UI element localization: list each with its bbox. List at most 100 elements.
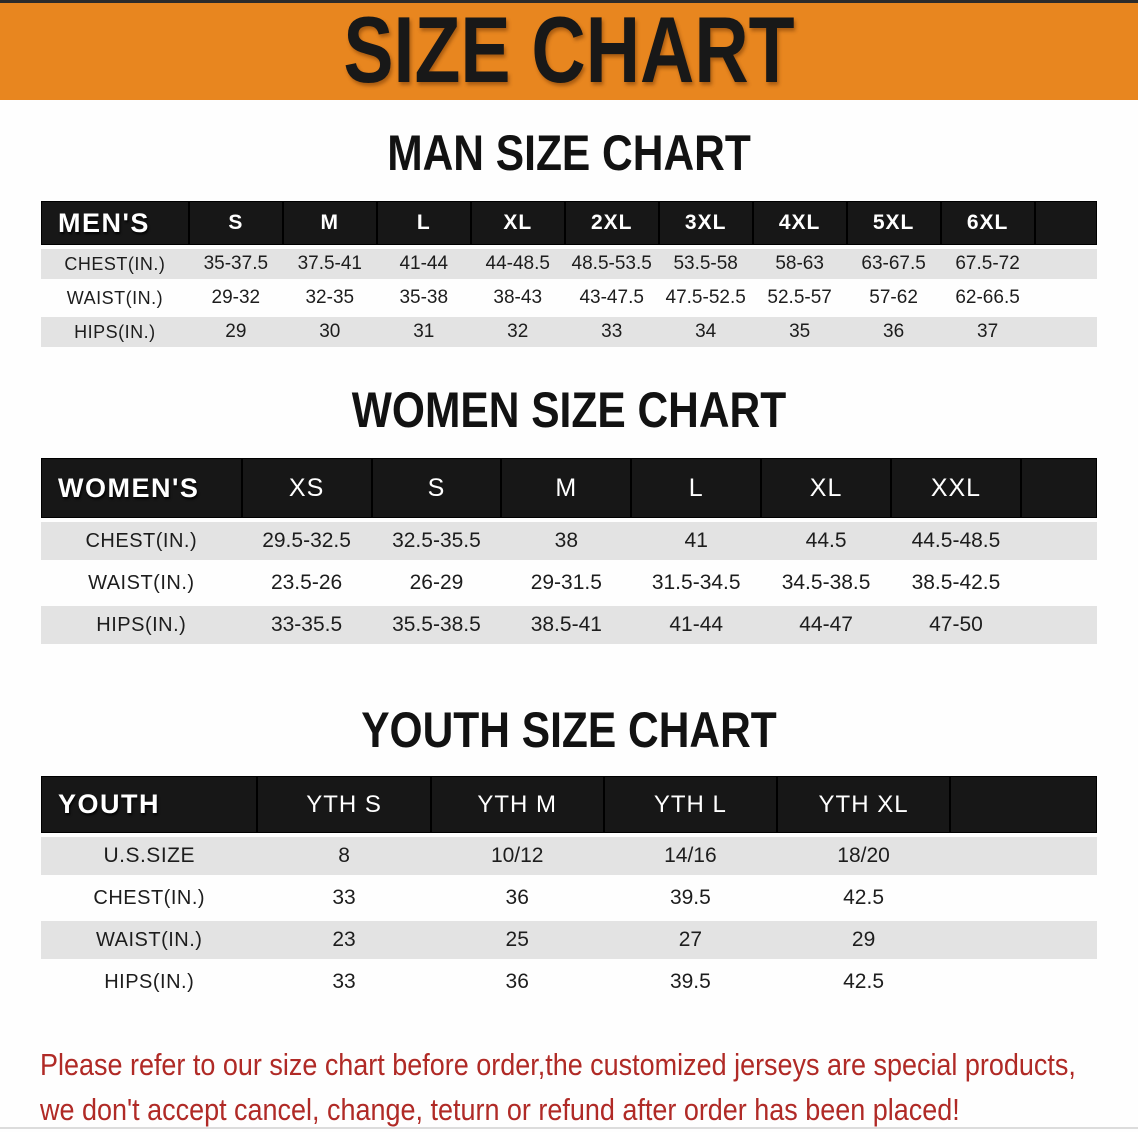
column-header-xl: XL <box>470 201 565 245</box>
size-cell: 38 <box>501 522 632 560</box>
disclaimer-line-2: we don't accept cancel, change, teturn o… <box>40 1092 960 1127</box>
size-cell: 35.5-38.5 <box>371 606 502 644</box>
row-spacer-cell <box>950 879 1097 917</box>
size-cell: 25 <box>430 921 604 959</box>
size-cell: 18/20 <box>776 837 951 875</box>
column-header-l: L <box>631 458 762 518</box>
size-cell: 35 <box>752 317 847 347</box>
size-cell: 38.5-42.5 <box>911 571 1001 594</box>
table-row: WAIST(IN.) 29-32 32-35 35-38 38-43 43-47.5 47.… <box>41 283 1097 313</box>
disclaimer: Please refer to our size chart before or… <box>40 1042 1138 1132</box>
size-cell: 26-29 <box>409 571 464 594</box>
header-spacer-cell <box>1034 201 1097 245</box>
size-cell: 44-47 <box>761 606 892 644</box>
size-cell: 29 <box>188 317 283 347</box>
size-cell: 38-43 <box>493 287 543 308</box>
size-cell: 35-38 <box>399 287 449 308</box>
disclaimer-line-1: Please refer to our size chart before or… <box>40 1047 1076 1082</box>
column-header-yth-l: YTH L <box>603 776 777 833</box>
size-cell: 63-67.5 <box>846 249 941 279</box>
size-cell: 14/16 <box>603 837 777 875</box>
size-cell: 44.5-48.5 <box>891 522 1021 560</box>
row-spacer-cell <box>1035 283 1097 313</box>
column-header-s: S <box>188 201 283 245</box>
column-header-m: M <box>282 201 377 245</box>
column-header-m: M <box>501 458 632 518</box>
row-label: WAIST(IN.) <box>66 287 164 308</box>
size-cell: 33-35.5 <box>241 606 372 644</box>
row-label: HIPS(IN.) <box>41 606 242 644</box>
size-cell: 37.5-41 <box>282 249 377 279</box>
table-row: WAIST(IN.) 23.5-26 26-29 29-31.5 31.5-34.5 34… <box>41 564 1097 602</box>
size-chart-sections: MAN SIZE CHART MEN'S S M L XL 2XL 3XL 4XL 5XL 6XL C… <box>0 126 1138 1005</box>
size-cell: 23.5-26 <box>270 571 343 594</box>
column-header-yth-s: YTH S <box>257 776 431 833</box>
column-header-xxl: XXL <box>891 458 1021 518</box>
size-cell: 38.5-41 <box>501 606 632 644</box>
size-cell: 23 <box>257 921 431 959</box>
size-cell: 33 <box>332 886 356 909</box>
size-cell: 29.5-32.5 <box>241 522 372 560</box>
size-cell: 57-62 <box>869 287 918 308</box>
size-cell: 53.5-58 <box>658 249 753 279</box>
table-header-label-women: WOMEN'S <box>41 458 242 518</box>
row-spacer-cell <box>1020 606 1097 644</box>
banner: SIZE CHART <box>0 0 1138 100</box>
size-cell: 31 <box>376 317 471 347</box>
row-spacer-cell <box>1034 317 1097 347</box>
banner-title: SIZE CHART <box>343 0 795 102</box>
row-spacer-cell <box>1021 564 1097 602</box>
section-women: WOMEN SIZE CHART WOMEN'S XS S M L XL XXL CHEST(I… <box>0 383 1138 648</box>
section-title-youth: YOUTH SIZE CHART <box>361 702 777 758</box>
column-header-s: S <box>371 458 502 518</box>
size-cell: 43-47.5 <box>579 287 644 308</box>
section-title-women: WOMEN SIZE CHART <box>351 382 787 438</box>
table-row: CHEST(IN.) 33 36 39.5 42.5 <box>41 879 1097 917</box>
table-header-label-youth: YOUTH <box>41 776 258 833</box>
row-spacer-cell <box>1034 249 1097 279</box>
row-label: HIPS(IN.) <box>104 970 195 993</box>
size-cell: 29-31.5 <box>530 571 602 594</box>
column-header-xs: XS <box>241 458 372 518</box>
column-header-3xl: 3XL <box>658 201 753 245</box>
row-label: CHEST(IN.) <box>41 522 242 560</box>
size-table-youth: YOUTH YTH S YTH M YTH L YTH XL U.S.SIZE 8 10/12… <box>41 772 1097 1005</box>
bottom-edge-divider <box>0 1127 1138 1129</box>
column-header-2xl: 2XL <box>564 201 659 245</box>
size-cell: 58-63 <box>752 249 847 279</box>
table-header-row: WOMEN'S XS S M L XL XXL <box>41 458 1097 518</box>
size-cell: 32.5-35.5 <box>371 522 502 560</box>
size-cell: 67.5-72 <box>940 249 1035 279</box>
size-cell: 33 <box>564 317 659 347</box>
table-row: HIPS(IN.) 33-35.5 35.5-38.5 38.5-41 41-44 44-… <box>41 606 1097 644</box>
size-cell: 36 <box>505 970 529 993</box>
table-row: U.S.SIZE 8 10/12 14/16 18/20 <box>41 837 1097 875</box>
table-row: CHEST(IN.) 35-37.5 37.5-41 41-44 44-48.5 48.5… <box>41 249 1097 279</box>
column-header-6xl: 6XL <box>940 201 1035 245</box>
size-cell: 39.5 <box>669 970 711 993</box>
header-spacer-cell <box>1020 458 1097 518</box>
column-header-yth-m: YTH M <box>430 776 604 833</box>
size-cell: 36 <box>846 317 941 347</box>
column-header-4xl: 4XL <box>752 201 847 245</box>
column-header-5xl: 5XL <box>846 201 941 245</box>
column-header-l: L <box>376 201 471 245</box>
row-spacer-cell <box>950 921 1097 959</box>
table-row: CHEST(IN.) 29.5-32.5 32.5-35.5 38 41 44.5 44.5… <box>41 522 1097 560</box>
size-cell: 42.5 <box>843 886 884 909</box>
table-header-row: YOUTH YTH S YTH M YTH L YTH XL <box>41 776 1097 833</box>
size-cell: 44.5 <box>761 522 892 560</box>
size-cell: 29 <box>776 921 951 959</box>
size-cell: 36 <box>505 886 529 909</box>
column-header-yth-xl: YTH XL <box>776 776 951 833</box>
table-row: HIPS(IN.) 29 30 31 32 33 34 35 36 37 <box>41 317 1097 347</box>
size-cell: 30 <box>282 317 377 347</box>
row-spacer-cell <box>950 837 1097 875</box>
header-spacer-cell <box>950 776 1097 833</box>
size-cell: 52.5-57 <box>767 287 832 308</box>
row-spacer-cell <box>950 963 1097 1001</box>
table-row: WAIST(IN.) 23 25 27 29 <box>41 921 1097 959</box>
row-label: HIPS(IN.) <box>41 317 189 347</box>
size-cell: 39.5 <box>669 886 711 909</box>
section-men: MAN SIZE CHART MEN'S S M L XL 2XL 3XL 4XL 5XL 6XL C… <box>0 126 1138 351</box>
